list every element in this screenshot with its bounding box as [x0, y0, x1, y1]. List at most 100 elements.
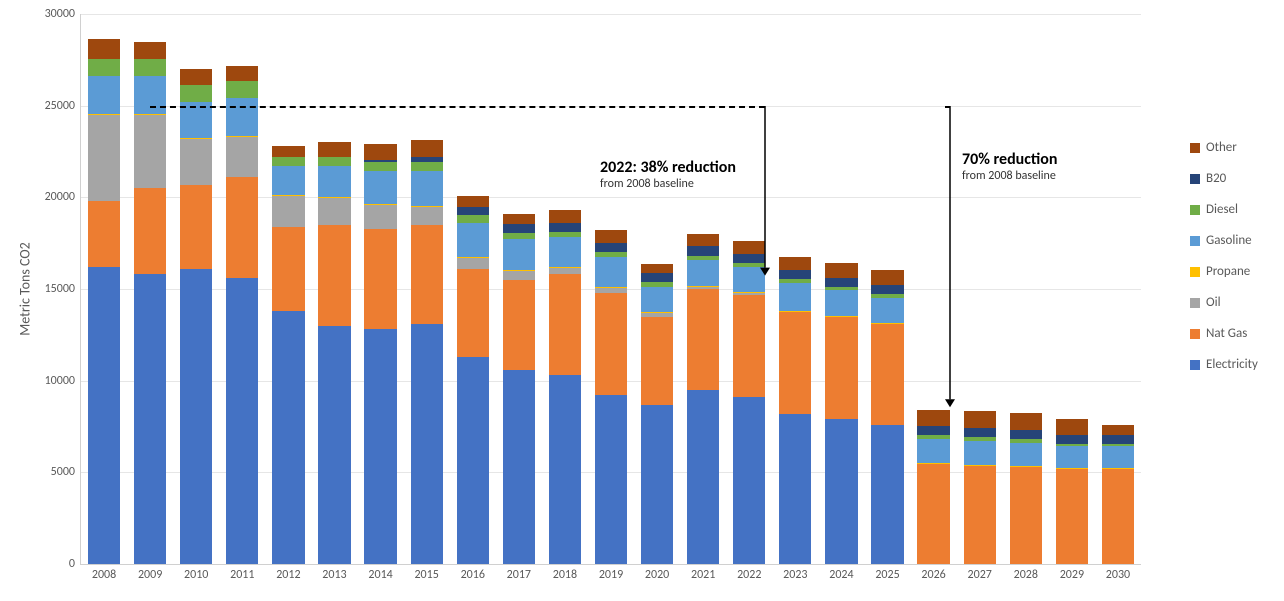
- bar-seg-nat_gas: [779, 311, 811, 414]
- bar-2030: [1102, 14, 1134, 564]
- bar-seg-oil: [503, 271, 535, 280]
- bar-seg-diesel: [917, 435, 949, 439]
- bar-seg-other: [641, 264, 673, 273]
- bar-seg-nat_gas: [1102, 469, 1134, 564]
- bar-seg-b20: [687, 246, 719, 255]
- bar-seg-diesel: [364, 162, 396, 171]
- bar-seg-b20: [411, 157, 443, 163]
- bar-seg-gasoline: [779, 283, 811, 311]
- bar-seg-nat_gas: [226, 177, 258, 278]
- x-tick-label: 2020: [645, 564, 669, 582]
- bar-seg-nat_gas: [549, 274, 581, 375]
- bar-seg-oil: [411, 207, 443, 225]
- bar-seg-diesel: [272, 157, 304, 166]
- bar-seg-other: [1102, 425, 1134, 435]
- bar-seg-oil: [595, 287, 627, 293]
- bar-2024: [825, 14, 857, 564]
- bar-seg-other: [964, 411, 996, 428]
- bar-seg-diesel: [549, 232, 581, 238]
- bar-2017: [503, 14, 535, 564]
- legend-item-diesel: Diesel: [1190, 202, 1258, 217]
- bar-seg-other: [88, 39, 120, 59]
- legend-item-other: Other: [1190, 140, 1258, 155]
- bar-seg-diesel: [779, 279, 811, 283]
- legend-item-electricity: Electricity: [1190, 357, 1258, 372]
- bar-seg-diesel: [595, 252, 627, 258]
- bar-seg-other: [272, 146, 304, 157]
- x-tick-label: 2009: [138, 564, 162, 582]
- bar-seg-nat_gas: [411, 225, 443, 324]
- bar-seg-oil: [687, 286, 719, 289]
- bar-seg-other: [411, 140, 443, 157]
- legend-item-gasoline: Gasoline: [1190, 233, 1258, 248]
- bar-seg-oil: [88, 115, 120, 201]
- bar-seg-gasoline: [1056, 446, 1088, 468]
- bar-seg-gasoline: [318, 166, 350, 197]
- x-tick-label: 2008: [92, 564, 116, 582]
- bar-2011: [226, 14, 258, 564]
- x-tick-label: 2010: [184, 564, 208, 582]
- bar-2023: [779, 14, 811, 564]
- bar-seg-diesel: [1056, 444, 1088, 447]
- bar-seg-other: [134, 42, 166, 59]
- bar-seg-oil: [364, 205, 396, 229]
- bar-seg-other: [1010, 413, 1042, 430]
- bar-seg-oil: [641, 313, 673, 317]
- y-tick-label: 5000: [51, 465, 81, 479]
- bar-seg-gasoline: [364, 171, 396, 204]
- plot-area: 0500010000150002000025000300002008200920…: [80, 14, 1141, 565]
- bar-seg-b20: [503, 224, 535, 233]
- bar-seg-oil: [549, 267, 581, 274]
- bar-seg-diesel: [503, 233, 535, 239]
- y-tick-label: 30000: [45, 7, 81, 21]
- bar-seg-nat_gas: [1010, 467, 1042, 564]
- bar-seg-diesel: [318, 157, 350, 166]
- x-tick-label: 2016: [461, 564, 485, 582]
- bar-seg-diesel: [88, 59, 120, 76]
- bar-2016: [457, 14, 489, 564]
- x-tick-label: 2025: [875, 564, 899, 582]
- x-tick-label: 2013: [322, 564, 346, 582]
- bar-seg-diesel: [411, 162, 443, 171]
- bar-seg-diesel: [226, 81, 258, 98]
- legend-label: Gasoline: [1206, 233, 1252, 248]
- bar-seg-gasoline: [272, 166, 304, 195]
- bar-seg-other: [503, 214, 535, 223]
- bar-seg-oil: [134, 115, 166, 188]
- legend-label: Other: [1206, 140, 1237, 155]
- legend-swatch-icon: [1190, 267, 1200, 277]
- bar-seg-nat_gas: [272, 227, 304, 311]
- x-tick-label: 2023: [783, 564, 807, 582]
- bar-seg-oil: [457, 258, 489, 269]
- legend-label: Propane: [1206, 264, 1250, 279]
- x-tick-label: 2021: [691, 564, 715, 582]
- bar-seg-gasoline: [871, 298, 903, 324]
- bar-seg-diesel: [1102, 444, 1134, 447]
- bar-seg-electricity: [549, 375, 581, 564]
- bar-2021: [687, 14, 719, 564]
- bar-seg-electricity: [641, 405, 673, 565]
- legend-label: B20: [1206, 171, 1226, 186]
- bar-seg-nat_gas: [733, 295, 765, 398]
- x-tick-label: 2026: [921, 564, 945, 582]
- bar-seg-other: [180, 69, 212, 86]
- legend-label: Oil: [1206, 295, 1221, 310]
- bar-seg-gasoline: [226, 98, 258, 136]
- x-tick-label: 2014: [368, 564, 392, 582]
- legend-swatch-icon: [1190, 236, 1200, 246]
- bar-2020: [641, 14, 673, 564]
- bar-2014: [364, 14, 396, 564]
- bar-seg-gasoline: [88, 76, 120, 115]
- bar-seg-b20: [549, 223, 581, 232]
- legend-swatch-icon: [1190, 174, 1200, 184]
- bar-seg-b20: [779, 270, 811, 279]
- bar-seg-nat_gas: [917, 463, 949, 564]
- bar-2025: [871, 14, 903, 564]
- legend-item-nat_gas: Nat Gas: [1190, 326, 1258, 341]
- legend: Other B20 Diesel Gasoline Propane Oil Nat Gas E…: [1190, 140, 1258, 388]
- bar-seg-nat_gas: [871, 324, 903, 425]
- bar-seg-nat_gas: [88, 201, 120, 267]
- bar-2019: [595, 14, 627, 564]
- bar-seg-other: [364, 144, 396, 161]
- bar-seg-gasoline: [687, 260, 719, 286]
